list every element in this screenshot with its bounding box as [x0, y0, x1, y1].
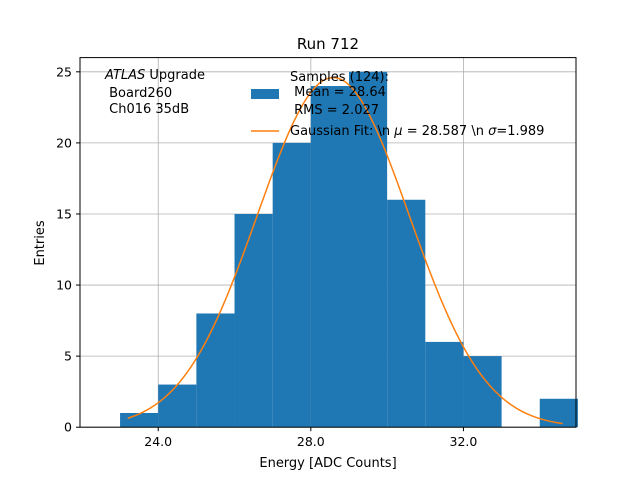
histogram-bar: [310, 86, 349, 428]
legend-hist-mean: Mean = 28.64: [290, 85, 386, 100]
chart-title: Run 712: [297, 35, 359, 53]
y-tick-label: 5: [64, 349, 72, 364]
y-axis-ticks: 0 5 10 15 20 25: [56, 64, 80, 435]
histogram-bars: [120, 71, 578, 428]
x-tick-label: 28.0: [297, 434, 325, 449]
legend-hist-rms: RMS = 2.027: [290, 103, 379, 118]
legend-fit-sigma-value: =1.989: [496, 124, 544, 139]
annotation-upgrade: Upgrade: [145, 68, 205, 83]
legend-fit-label: Gaussian Fit: \n μ = 28.587 \n σ=1.989: [290, 124, 544, 139]
histogram-bar: [120, 412, 159, 428]
legend-fit-mu-value: = 28.587 \n: [403, 124, 489, 139]
annotation-line-2: Board260: [105, 86, 172, 101]
x-axis-ticks: 24.0 28.0 32.0: [144, 427, 477, 449]
gaussian-fit-curve: [127, 76, 563, 425]
annotation-block: ATLAS Upgrade Board260 Ch016 35dB: [104, 68, 205, 117]
x-tick-label: 32.0: [450, 434, 478, 449]
y-tick-label: 15: [56, 206, 72, 221]
x-axis-label: Energy [ADC Counts]: [259, 456, 396, 471]
legend-fit-pre: Gaussian Fit: \n: [290, 124, 394, 139]
annotation-line-1: ATLAS Upgrade: [104, 68, 205, 83]
plot-frame: [79, 57, 577, 428]
histogram-bar: [234, 213, 273, 428]
x-tick-label: 24.0: [144, 434, 172, 449]
y-tick-label: 10: [56, 278, 72, 293]
annotation-line-3: Ch016 35dB: [105, 102, 189, 117]
histogram-bar: [387, 199, 426, 428]
legend-title: Samples (124):: [290, 70, 389, 85]
legend-fit-sigma-symbol: σ: [488, 124, 497, 139]
legend-hist-swatch: [251, 89, 279, 99]
y-axis-label: Entries: [33, 220, 48, 266]
histogram-bar: [425, 341, 464, 428]
legend-fit-mu-symbol: μ: [393, 124, 402, 139]
legend: Samples (124): Mean = 28.64 RMS = 2.027 …: [251, 70, 544, 139]
y-tick-label: 0: [64, 420, 72, 435]
y-tick-label: 20: [56, 135, 72, 150]
y-tick-label: 25: [56, 64, 72, 79]
histogram-bar: [158, 384, 197, 428]
histogram-bar: [272, 142, 311, 428]
annotation-atlas: ATLAS: [104, 68, 145, 83]
histogram-bar: [348, 71, 388, 428]
histogram-bar: [196, 313, 235, 428]
